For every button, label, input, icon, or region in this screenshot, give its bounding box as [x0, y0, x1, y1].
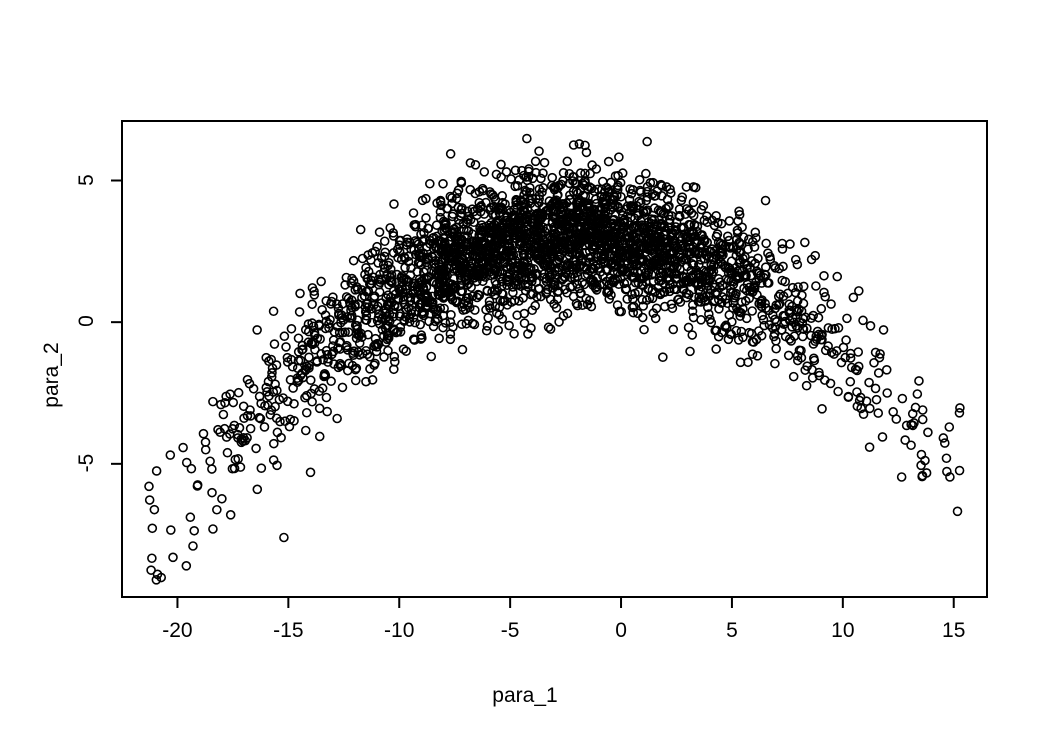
data-points-layer — [144, 133, 965, 585]
y-tick-label: 0 — [75, 315, 98, 327]
x-tick-label: 10 — [831, 619, 855, 642]
x-tick-label: -10 — [384, 619, 415, 642]
x-tick-label: -15 — [273, 619, 304, 642]
y-axis-title: para_2 — [40, 342, 63, 408]
x-tick-label: -5 — [500, 619, 520, 642]
x-tick-label: 15 — [942, 619, 966, 642]
x-tick-label: 0 — [615, 619, 627, 642]
x-axis-title: para_1 — [492, 684, 558, 707]
y-tick-label: -5 — [75, 453, 98, 473]
plot-frame — [121, 120, 988, 598]
y-tick-label: 5 — [75, 173, 98, 186]
x-tick-label: -20 — [162, 619, 193, 642]
x-tick-label: 5 — [726, 619, 738, 642]
axis-ticks — [111, 179, 955, 608]
